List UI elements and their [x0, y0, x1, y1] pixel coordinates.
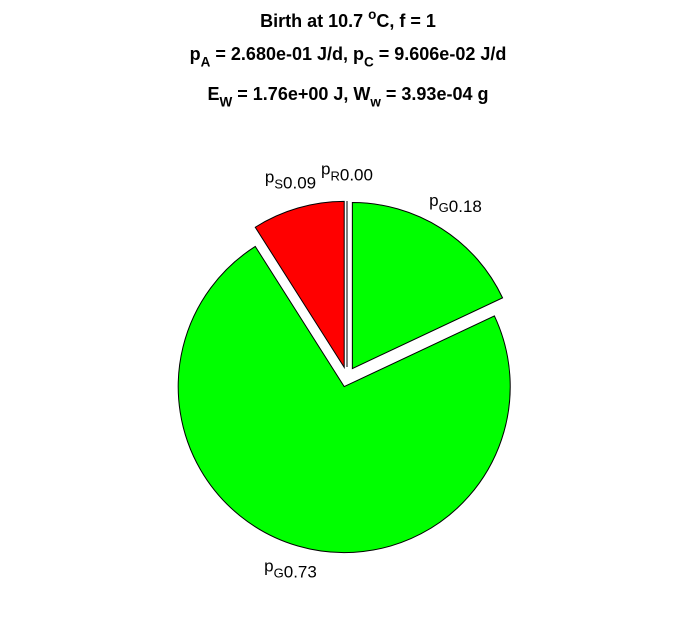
slice-value-label: 0.09 — [283, 174, 316, 193]
title-text: = 3.93e-04 g — [381, 84, 489, 104]
slice-label: pS0.09 — [265, 168, 316, 193]
subscript: C — [364, 54, 374, 69]
slice-symbol: p — [264, 556, 273, 575]
chart-title: EW = 1.76e+00 J, Ww = 3.93e-04 g — [208, 84, 489, 109]
pie-slice — [177, 245, 511, 554]
subscript: W — [220, 94, 233, 109]
slice-subscript: G — [274, 565, 284, 580]
title-text: p — [190, 44, 201, 64]
chart-title: Birth at 10.7 oC, f = 1 — [260, 7, 436, 31]
slice-value-label: 0.00 — [340, 165, 373, 184]
slice-label: pR0.00 — [321, 159, 373, 184]
subscript: w — [369, 94, 381, 109]
slice-subscript: S — [274, 177, 283, 192]
title-text: E — [208, 84, 220, 104]
slice-label: pG0.18 — [429, 191, 482, 216]
slice-subscript: G — [439, 200, 449, 215]
superscript: o — [368, 7, 376, 22]
slice-value-label: 0.18 — [449, 197, 482, 216]
title-text: C, f = 1 — [376, 11, 436, 31]
subscript: A — [201, 54, 211, 69]
pie-slice — [254, 200, 345, 370]
slice-subscript: R — [330, 168, 339, 183]
slice-label: pG0.73 — [264, 556, 317, 581]
slice-symbol: p — [429, 191, 438, 210]
title-text: = 1.76e+00 J, W — [232, 84, 370, 104]
title-text: Birth at 10.7 — [260, 11, 368, 31]
pie-slice — [351, 202, 504, 370]
title-text: = 9.606e-02 J/d — [374, 44, 507, 64]
slice-symbol: p — [265, 168, 274, 187]
chart-title: pA = 2.680e-01 J/d, pC = 9.606e-02 J/d — [190, 44, 507, 69]
title-text: = 2.680e-01 J/d, p — [210, 44, 364, 64]
slice-value-label: 0.73 — [284, 562, 317, 581]
slice-symbol: p — [321, 159, 330, 178]
